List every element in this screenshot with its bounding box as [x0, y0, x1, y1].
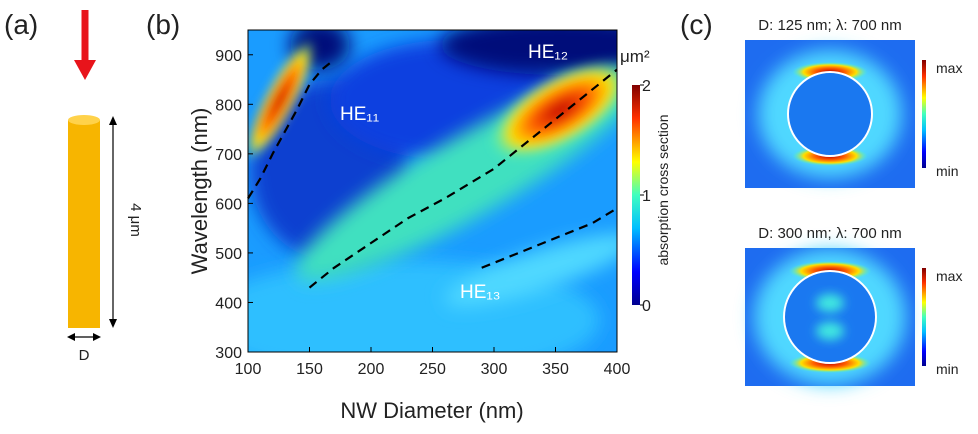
- arrow-head: [109, 116, 117, 125]
- colorbar-tick-label: 2: [642, 78, 651, 95]
- diameter-label: D: [79, 347, 90, 364]
- nanowire-top: [68, 115, 100, 125]
- nanowire-section: [787, 71, 873, 157]
- map-max: max: [936, 268, 962, 284]
- arrow-head: [109, 319, 117, 328]
- y-tick-label: 700: [215, 147, 242, 164]
- colorbar-tick-label: 0: [642, 298, 651, 315]
- x-tick-label: 150: [296, 361, 323, 378]
- nanowire-section: [783, 270, 877, 364]
- incident-arrow-head: [74, 60, 96, 80]
- arrow-head: [67, 333, 75, 341]
- x-tick-label: 250: [419, 361, 446, 378]
- arrow-head: [93, 333, 101, 341]
- x-tick-label: 200: [358, 361, 385, 378]
- panel-label: (a): [4, 9, 38, 40]
- colorbar: [632, 85, 640, 305]
- colorbar-title: absorption cross section: [655, 115, 671, 266]
- map-min: min: [936, 361, 959, 377]
- y-tick-label: 800: [215, 97, 242, 114]
- x-tick-label: 300: [481, 361, 508, 378]
- colorbar-tick-label: 1: [642, 188, 651, 205]
- field-inner: [816, 322, 844, 340]
- x-tick-label: 100: [235, 361, 262, 378]
- colorbar-unit: μm²: [620, 47, 650, 66]
- y-tick-label: 600: [215, 196, 242, 213]
- y-axis-title: Wavelength (nm): [187, 108, 212, 275]
- map-max: max: [936, 60, 962, 76]
- x-tick-label: 350: [542, 361, 569, 378]
- x-axis-title: NW Diameter (nm): [340, 398, 523, 423]
- nanowire: [68, 120, 100, 328]
- map-title: D: 300 nm; λ: 700 nm: [758, 225, 901, 242]
- length-label: 4 μm: [127, 203, 144, 237]
- y-tick-label: 500: [215, 246, 242, 263]
- map-min: min: [936, 163, 959, 179]
- panel-label: (c): [680, 9, 713, 40]
- map-title: D: 125 nm; λ: 700 nm: [758, 17, 901, 34]
- y-tick-label: 900: [215, 48, 242, 65]
- field-inner: [816, 294, 844, 312]
- mode-label: HE₁₁: [340, 104, 379, 125]
- mode-line: [308, 68, 618, 289]
- mode-label: HE₁₃: [460, 282, 501, 303]
- field-maps: D: 125 nm; λ: 700 nm max min D: 300 nm; λ: …: [745, 17, 962, 386]
- x-tick-label: 400: [604, 361, 631, 378]
- y-tick-label: 300: [215, 345, 242, 362]
- heatmap: [248, 30, 617, 352]
- mode-line: [481, 207, 618, 269]
- mode-label: HE₁₂: [528, 42, 568, 63]
- map-colorbar: [922, 268, 926, 366]
- map-colorbar: [922, 60, 926, 168]
- y-tick-label: 400: [215, 295, 242, 312]
- panel-label: (b): [146, 9, 180, 40]
